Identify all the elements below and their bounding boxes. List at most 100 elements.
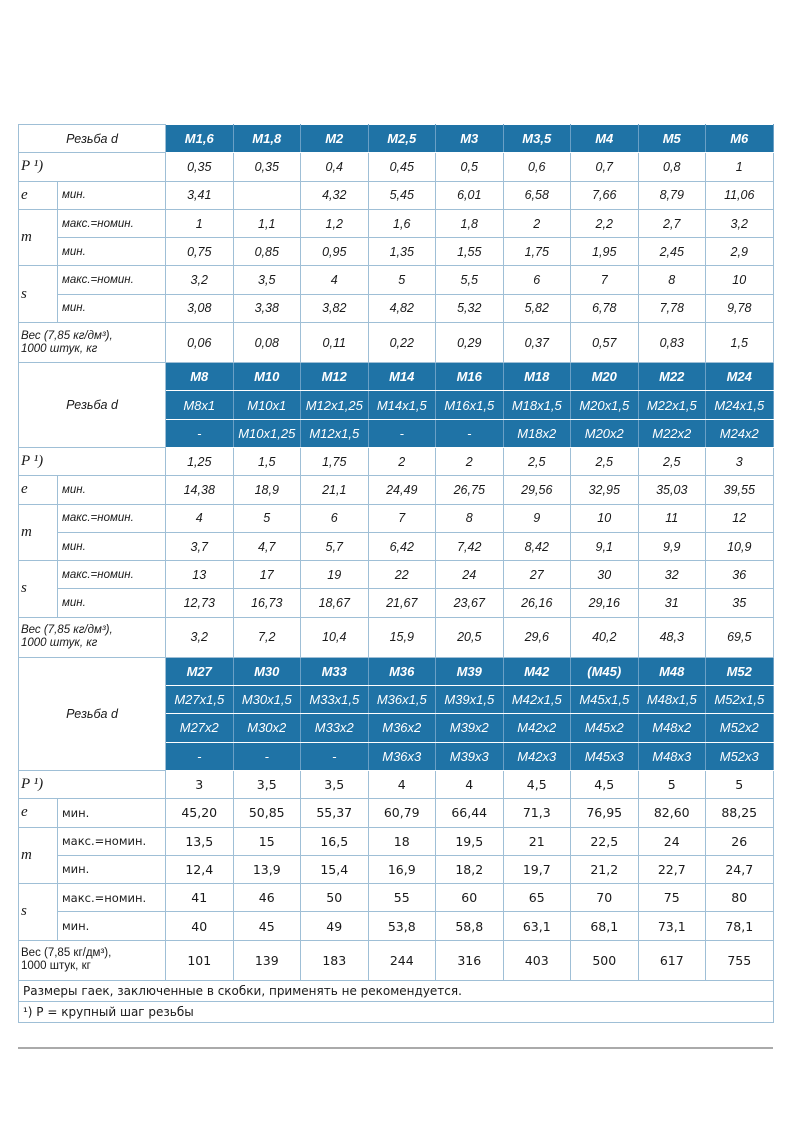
value-cell: 3,2 <box>705 208 774 239</box>
value-cell: 0,7 <box>570 152 639 182</box>
value-cell: 78,1 <box>705 911 774 941</box>
header-cell: M8 <box>165 362 234 392</box>
value-cell: 65 <box>502 883 571 913</box>
value-cell: 3,5 <box>232 769 301 800</box>
value-cell: 24,49 <box>367 475 436 505</box>
footer-rule <box>18 1047 773 1049</box>
value-cell: 5,45 <box>367 180 436 210</box>
value-cell: 14,38 <box>165 475 234 505</box>
value-cell: 1,75 <box>300 446 369 477</box>
value-cell: 19,7 <box>502 854 571 885</box>
symbol: m <box>18 503 58 562</box>
data-row: мин. 40 45 49 53,8 58,8 63,1 68,1 73,1 78,1 <box>19 911 774 941</box>
header-cell: M52x2 <box>705 713 774 743</box>
value-cell: 7,66 <box>570 180 639 210</box>
value-cell: 15,4 <box>300 854 369 885</box>
weight-label: Вес (7,85 кг/дм³), 1000 штук, кг <box>18 939 166 981</box>
symbol: e <box>18 180 58 210</box>
header-cell: M22x1,5 <box>637 390 706 420</box>
header-row: - - - M36x3 M39x3 M42x3 M45x3 M48x3 M52x3 <box>19 741 774 771</box>
value-cell: 45,20 <box>165 798 234 828</box>
header-row: Резьба d M1,6 M1,8 M2 M2,5 M3 M3,5 M4 M5 M6 <box>18 123 774 154</box>
value-cell: 35,03 <box>637 475 706 505</box>
value-cell: 3,38 <box>232 293 301 324</box>
value-cell: 2,5 <box>502 446 571 477</box>
value-cell: 19 <box>300 560 369 590</box>
value-cell: 1,8 <box>435 208 504 239</box>
header-cell: - <box>367 418 436 448</box>
label-line: 1000 штук, кг <box>21 342 98 355</box>
header-cell: M30x1,5 <box>232 685 301 715</box>
header-cell: M39x1,5 <box>435 685 504 715</box>
header-cell: M12x1,5 <box>300 418 369 448</box>
value-cell: 31 <box>637 588 706 618</box>
header-cell: M52 <box>705 656 774 687</box>
value-cell: 0,83 <box>637 322 706 364</box>
header-cell: M5 <box>637 123 706 154</box>
value-cell: 49 <box>300 911 369 941</box>
symbol: P ¹) <box>18 446 166 477</box>
value-cell: 0,08 <box>232 322 301 364</box>
value-cell: 18,67 <box>300 588 369 618</box>
value-cell: 3 <box>165 769 234 800</box>
header-cell: M10x1,25 <box>232 418 301 448</box>
header-cell: M42 <box>502 656 571 687</box>
header-cell: (M45) <box>570 656 639 687</box>
header-cell: M12 <box>300 362 369 392</box>
header-cell: M36x2 <box>367 713 436 743</box>
header-cell: M24x1,5 <box>705 390 774 420</box>
header-cell: M27 <box>165 656 234 687</box>
value-cell: 3,5 <box>232 265 301 295</box>
bolt-nut-table: Резьба d M1,6 M1,8 M2 M2,5 M3 M3,5 M4 M5 M6 P ¹) 0,… <box>18 123 774 1023</box>
value-cell: 1,75 <box>502 237 571 267</box>
value-cell: 7 <box>367 503 436 533</box>
header-cell: M14 <box>367 362 436 392</box>
value-cell: 8 <box>435 503 504 533</box>
data-row: s макс.=номин. 3,2 3,5 4 5 5,5 6 7 8 10 <box>18 265 774 324</box>
value-cell: 6,58 <box>502 180 571 210</box>
sub-label: мин. <box>57 293 166 324</box>
value-cell: 10 <box>705 265 774 295</box>
value-cell: 53,8 <box>367 911 436 941</box>
value-cell <box>232 180 301 210</box>
value-cell: 0,8 <box>637 152 706 182</box>
sub-label: макс.=номин. <box>57 560 166 590</box>
header-cell: M6 <box>705 123 774 154</box>
value-cell: 58,8 <box>435 911 504 941</box>
data-row: мин. 3,7 4,7 5,7 6,42 7,42 8,42 9,1 9,9 10,9 <box>19 531 774 562</box>
sub-label: мин. <box>57 180 166 210</box>
value-cell: 500 <box>570 939 639 981</box>
value-cell: 7 <box>570 265 639 295</box>
value-cell: 244 <box>367 939 436 981</box>
label-line: Вес (7,85 кг/дм³), <box>21 624 113 637</box>
value-cell: 12,4 <box>165 854 234 885</box>
header-cell: - <box>435 418 504 448</box>
symbol: e <box>18 475 58 505</box>
header-cell: M36x3 <box>367 741 436 771</box>
value-cell: 18,2 <box>435 854 504 885</box>
value-cell: 21,2 <box>570 854 639 885</box>
data-row: мин. 12,73 16,73 18,67 21,67 23,67 26,16 29,16 3… <box>19 588 774 618</box>
value-cell: 1,95 <box>570 237 639 267</box>
value-cell: 46 <box>232 883 301 913</box>
header-cell: M22 <box>637 362 706 392</box>
value-cell: 2 <box>502 208 571 239</box>
value-cell: 4,82 <box>367 293 436 324</box>
sub-label: макс.=номин. <box>57 503 166 533</box>
header-cell: M4 <box>570 123 639 154</box>
header-cell: M48x2 <box>637 713 706 743</box>
value-cell: 3,2 <box>165 265 234 295</box>
data-row: мин. 12,4 13,9 15,4 16,9 18,2 19,7 21,2 22,7 24,7 <box>19 854 774 885</box>
value-cell: 82,60 <box>637 798 706 828</box>
note: Размеры гаек, заключенные в скобки, прим… <box>18 979 774 1002</box>
note: ¹) P = крупный шаг резьбы <box>18 1000 774 1023</box>
value-cell: 11 <box>637 503 706 533</box>
header-cell: M48x1,5 <box>637 685 706 715</box>
sub-label: мин. <box>57 237 166 267</box>
value-cell: 0,5 <box>435 152 504 182</box>
value-cell: 13,9 <box>232 854 301 885</box>
symbol: P ¹) <box>18 769 166 800</box>
header-cell: - <box>300 741 369 771</box>
symbol: e <box>18 798 58 828</box>
value-cell: 10,9 <box>705 531 774 562</box>
